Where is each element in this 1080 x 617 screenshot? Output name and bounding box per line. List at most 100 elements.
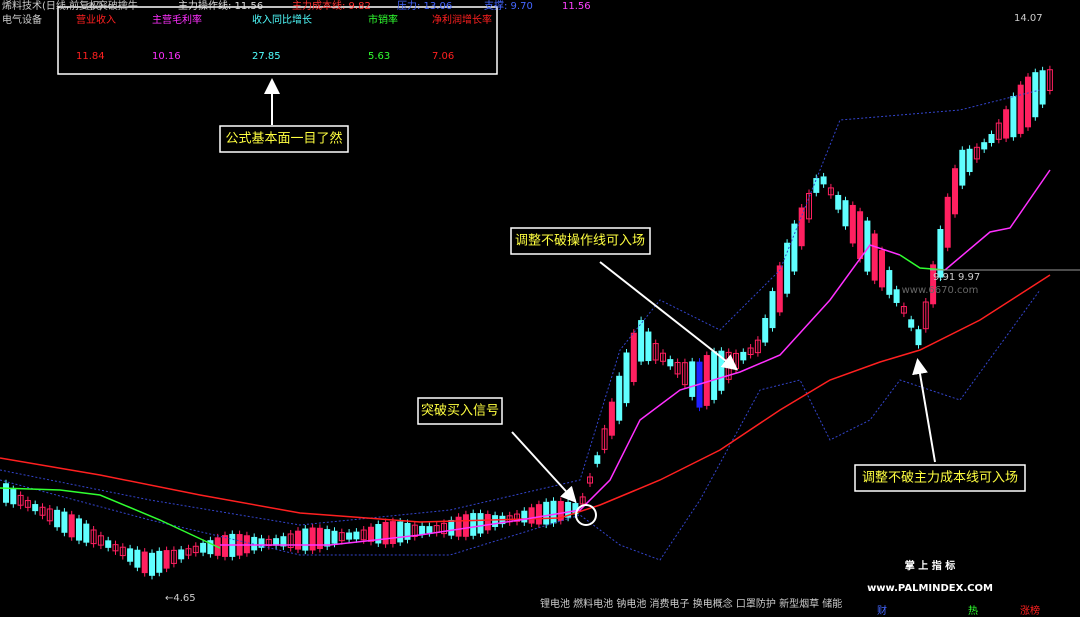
candle-body bbox=[638, 320, 645, 362]
candle-body bbox=[988, 134, 995, 143]
candle-body bbox=[973, 146, 980, 160]
info-label: 净利润增长率 bbox=[432, 13, 492, 26]
candle-body bbox=[222, 535, 228, 557]
info-box bbox=[57, 6, 498, 75]
candle-body bbox=[886, 270, 893, 295]
header-item: 主力成本线: 9.82 bbox=[292, 0, 371, 12]
indicator-name: ◎ 突破擒牛 bbox=[86, 0, 138, 12]
info-value: 11.84 bbox=[76, 51, 105, 62]
candle-body bbox=[302, 528, 309, 551]
price-label: 9.91 bbox=[933, 272, 955, 283]
header-item: 支撑: 9.70 bbox=[484, 0, 533, 12]
candle-body bbox=[316, 527, 323, 550]
candle-body bbox=[477, 513, 484, 534]
callout: 调整不破操作线可入场 bbox=[515, 233, 645, 249]
candle-body bbox=[952, 168, 958, 215]
candle-body bbox=[192, 545, 199, 554]
candle-body bbox=[251, 536, 258, 551]
candle-body bbox=[660, 352, 666, 362]
candle-body bbox=[1017, 84, 1024, 134]
candle-body bbox=[740, 351, 747, 361]
candle-body bbox=[185, 548, 192, 556]
candle-body bbox=[368, 526, 374, 542]
candle-body bbox=[258, 538, 265, 548]
candle-body bbox=[623, 352, 630, 404]
candle-body bbox=[68, 514, 75, 538]
concepts: 锂电池 燃料电池 钠电池 消费电子 换电概念 口罩防护 新型烟草 储能 bbox=[540, 597, 842, 610]
candle-body bbox=[747, 347, 754, 356]
candle-body bbox=[243, 535, 250, 554]
info-label: 营业收入 bbox=[76, 13, 116, 26]
low-label: ←4.65 bbox=[165, 593, 196, 604]
candle-body bbox=[587, 476, 593, 484]
candle-body bbox=[389, 521, 396, 545]
candle-body bbox=[455, 516, 462, 537]
candle-body bbox=[630, 332, 637, 383]
candle-body bbox=[521, 510, 528, 523]
candle-body bbox=[959, 149, 966, 186]
candle-body bbox=[280, 536, 287, 547]
badge: 财 bbox=[877, 604, 887, 617]
candle-body bbox=[287, 533, 294, 549]
lower-band bbox=[0, 289, 1041, 561]
price-label: 9.97 bbox=[958, 272, 980, 283]
watermark: www.6670.com bbox=[902, 285, 979, 296]
candle-body bbox=[484, 514, 491, 531]
operation-line-2 bbox=[944, 169, 1051, 271]
candle-body bbox=[462, 514, 469, 537]
candle-body bbox=[295, 530, 301, 550]
candle-body bbox=[448, 519, 455, 536]
candle-body bbox=[703, 355, 710, 406]
candle-body bbox=[820, 176, 827, 185]
operation-line bbox=[220, 244, 901, 546]
candle-body bbox=[492, 515, 499, 527]
callout-box bbox=[219, 125, 349, 153]
candle-body bbox=[360, 529, 367, 541]
sector: 电气设备 bbox=[2, 13, 42, 26]
candle-body bbox=[324, 529, 331, 547]
candle-body bbox=[338, 532, 345, 542]
candle-body bbox=[645, 331, 652, 362]
candle-body bbox=[331, 530, 338, 544]
candle-body bbox=[119, 546, 126, 557]
cost-line bbox=[0, 274, 1051, 523]
candles bbox=[3, 65, 1053, 580]
candle-body bbox=[608, 401, 615, 436]
candle-body bbox=[879, 250, 885, 288]
candle-body bbox=[1025, 76, 1031, 128]
candle-body bbox=[930, 264, 937, 305]
candle-body bbox=[769, 291, 776, 329]
candle-body bbox=[3, 483, 9, 503]
candle-body bbox=[309, 527, 316, 551]
badge: 涨榜 bbox=[1020, 604, 1040, 617]
header-item: 压力: 13.06 bbox=[397, 0, 452, 12]
candle-body bbox=[550, 500, 557, 524]
candle-body bbox=[1032, 72, 1039, 118]
candle-body bbox=[156, 550, 163, 573]
high-label: 14.07 bbox=[1014, 13, 1043, 24]
candle-body bbox=[149, 552, 155, 576]
candle-body bbox=[528, 507, 535, 524]
candle-body bbox=[207, 540, 214, 555]
upper-band bbox=[0, 89, 1041, 526]
candle-body bbox=[543, 501, 550, 525]
candle-body bbox=[134, 549, 141, 568]
candle-body bbox=[54, 509, 61, 528]
info-value: 5.63 bbox=[368, 51, 390, 62]
callout-box bbox=[417, 397, 503, 425]
candle-body bbox=[178, 549, 185, 560]
callout-box bbox=[854, 464, 1026, 492]
candle-body bbox=[981, 142, 988, 150]
candle-body bbox=[667, 359, 674, 367]
candle-body bbox=[806, 192, 812, 220]
badge: 热 bbox=[968, 604, 978, 617]
candle-body bbox=[1010, 95, 1017, 138]
candle-body bbox=[579, 496, 586, 505]
candle-body bbox=[849, 204, 856, 244]
candle-body bbox=[353, 531, 360, 540]
candle-body bbox=[411, 524, 418, 537]
candle-body bbox=[112, 544, 119, 552]
candle-body bbox=[857, 211, 864, 260]
candle-body bbox=[404, 522, 411, 540]
candle-body bbox=[346, 532, 353, 540]
